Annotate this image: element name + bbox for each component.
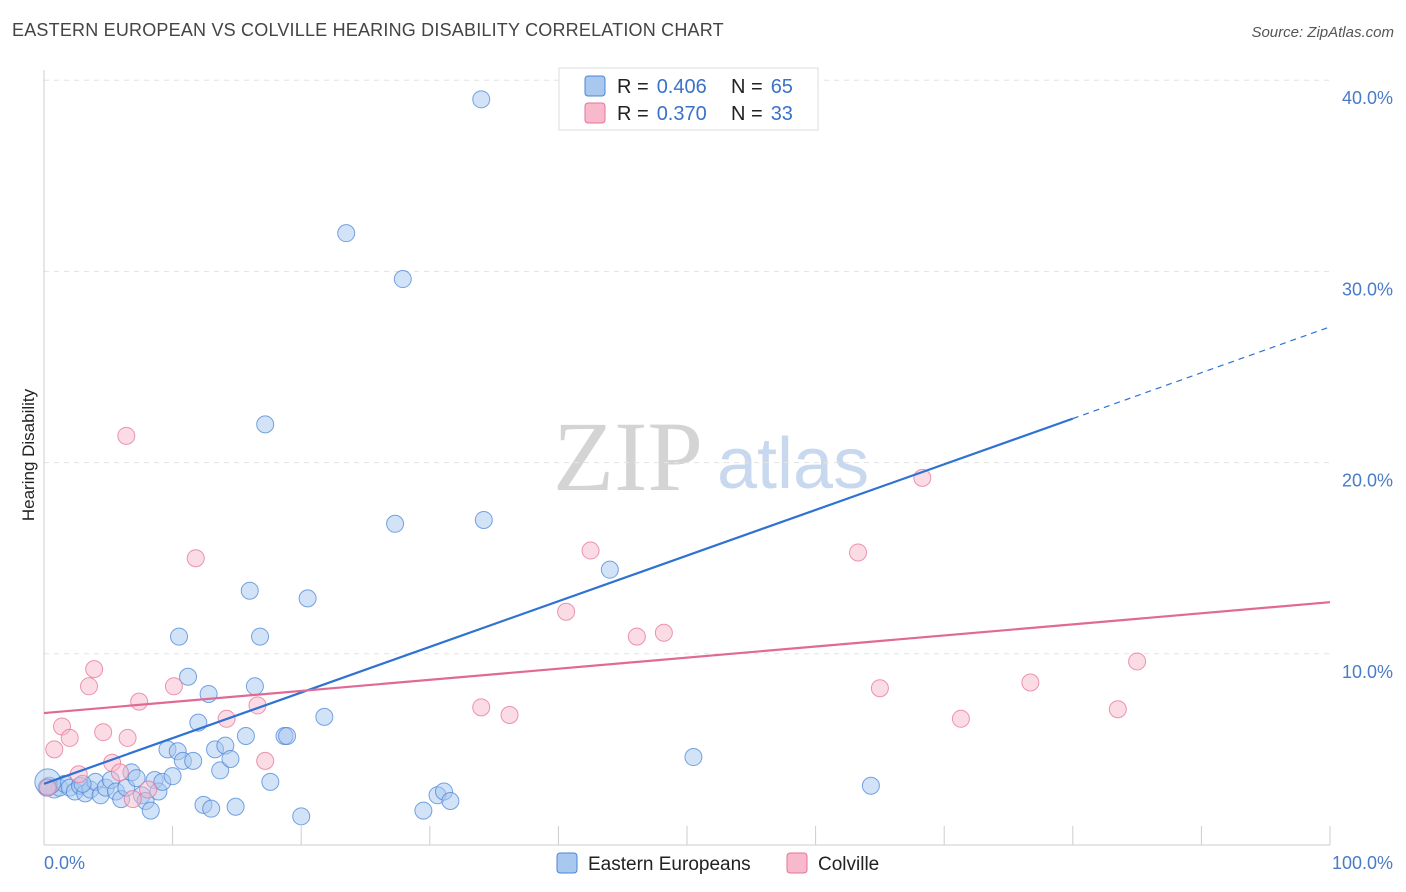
- eastern-europeans-point: [474, 510, 493, 529]
- eastern-europeans-point: [179, 667, 198, 686]
- x-tick-label-max: 100.0%: [1332, 853, 1393, 873]
- eastern-europeans-point: [245, 677, 264, 696]
- eastern-europeans-trend-line: [43, 417, 1074, 785]
- source-credit: Source: ZipAtlas.com: [1251, 24, 1394, 41]
- colville-point: [849, 543, 868, 562]
- watermark-zip: ZIP: [553, 401, 703, 512]
- series-legend-swatch-eastern-europeans: [556, 852, 578, 874]
- colville-point: [80, 677, 99, 696]
- legend-r-value-1: 0.406: [657, 76, 707, 98]
- colville-point: [60, 728, 79, 747]
- legend-n-value-2: 33: [771, 103, 793, 125]
- svg-text:N =33: N = 33: [731, 103, 793, 125]
- eastern-europeans-point: [337, 224, 356, 243]
- chart-title: EASTERN EUROPEAN VS COLVILLE HEARING DIS…: [12, 20, 724, 40]
- eastern-europeans-point: [386, 514, 405, 533]
- colville-point: [130, 692, 149, 711]
- y-tick-label: 10.0%: [1342, 662, 1393, 682]
- svg-text:R =0.406: R = 0.406: [617, 76, 707, 98]
- series-legend-colville: Colville: [818, 854, 879, 875]
- svg-text:R =0.370: R = 0.370: [617, 103, 707, 125]
- colville-point: [45, 740, 64, 759]
- y-tick-label: 30.0%: [1342, 279, 1393, 299]
- trend-lines: [43, 326, 1331, 785]
- series-colville-points: [38, 426, 1147, 809]
- y-tick-labels: 10.0% 20.0% 30.0% 40.0%: [1342, 88, 1393, 682]
- legend-n-label-2: N =: [731, 103, 763, 125]
- correlation-legend: R = 0.406 N = 65 R = 0.370 N = 33: [558, 67, 819, 131]
- colville-trend-line: [43, 601, 1331, 715]
- eastern-europeans-point: [414, 801, 433, 820]
- eastern-europeans-point: [441, 792, 460, 811]
- colville-point: [256, 751, 275, 770]
- watermark-atlas: atlas: [717, 424, 869, 504]
- eastern-europeans-point: [278, 727, 297, 746]
- eastern-europeans-point: [127, 769, 146, 788]
- eastern-europeans-point: [600, 560, 619, 579]
- colville-point: [951, 709, 970, 728]
- series-legend-eastern-europeans: Eastern Europeans: [588, 854, 751, 875]
- eastern-europeans-point: [292, 807, 311, 826]
- y-tick-label: 40.0%: [1342, 88, 1393, 108]
- eastern-europeans-point: [315, 707, 334, 726]
- svg-text:N =65: N = 65: [731, 76, 793, 98]
- colville-point: [1021, 673, 1040, 692]
- colville-point: [1128, 652, 1147, 671]
- eastern-europeans-point: [202, 799, 221, 818]
- series-legend: Eastern Europeans Colville: [556, 852, 879, 875]
- legend-r-label-2: R =: [617, 103, 649, 125]
- eastern-europeans-point: [141, 801, 160, 820]
- eastern-europeans-point: [684, 748, 703, 767]
- colville-point: [627, 627, 646, 646]
- colville-point: [1108, 700, 1127, 719]
- colville-point: [117, 426, 136, 445]
- colville-point: [85, 660, 104, 679]
- legend-r-value-2: 0.370: [657, 103, 707, 125]
- eastern-europeans-point: [298, 589, 317, 608]
- colville-point: [581, 541, 600, 560]
- colville-point: [118, 728, 137, 747]
- colville-point: [186, 549, 205, 568]
- eastern-europeans-point: [472, 90, 491, 109]
- eastern-europeans-point: [393, 270, 412, 289]
- legend-swatch-colville: [584, 102, 606, 124]
- eastern-europeans-point: [163, 767, 182, 786]
- colville-point: [654, 623, 673, 642]
- eastern-europeans-trend-extension: [1072, 326, 1331, 420]
- eastern-europeans-point: [251, 627, 270, 646]
- grid-lines: [44, 79, 1330, 655]
- y-axis-label: Hearing Disability: [19, 388, 38, 521]
- eastern-europeans-point: [170, 627, 189, 646]
- y-tick-label: 20.0%: [1342, 471, 1393, 491]
- eastern-europeans-point: [240, 581, 259, 600]
- eastern-europeans-point: [236, 727, 255, 746]
- series-legend-swatch-colville: [786, 852, 808, 874]
- colville-point: [94, 723, 113, 742]
- colville-point: [123, 790, 142, 809]
- legend-r-label-1: R =: [617, 76, 649, 98]
- legend-n-value-1: 65: [771, 76, 793, 98]
- colville-point: [500, 705, 519, 724]
- colville-point: [164, 677, 183, 696]
- eastern-europeans-point: [226, 797, 245, 816]
- eastern-europeans-point: [256, 415, 275, 434]
- colville-point: [870, 679, 889, 698]
- eastern-europeans-point: [221, 749, 240, 768]
- axes: [43, 70, 1331, 846]
- colville-point: [38, 778, 57, 797]
- legend-swatch-eastern-europeans: [584, 75, 606, 97]
- eastern-europeans-point: [861, 776, 880, 795]
- legend-n-label-1: N =: [731, 76, 763, 98]
- eastern-europeans-point: [261, 772, 280, 791]
- colville-point: [110, 763, 129, 782]
- colville-point: [472, 698, 491, 717]
- eastern-europeans-point: [184, 751, 203, 770]
- colville-point: [139, 780, 158, 799]
- colville-point: [557, 602, 576, 621]
- eastern-europeans-point: [211, 761, 230, 780]
- x-tick-label-min: 0.0%: [44, 853, 85, 873]
